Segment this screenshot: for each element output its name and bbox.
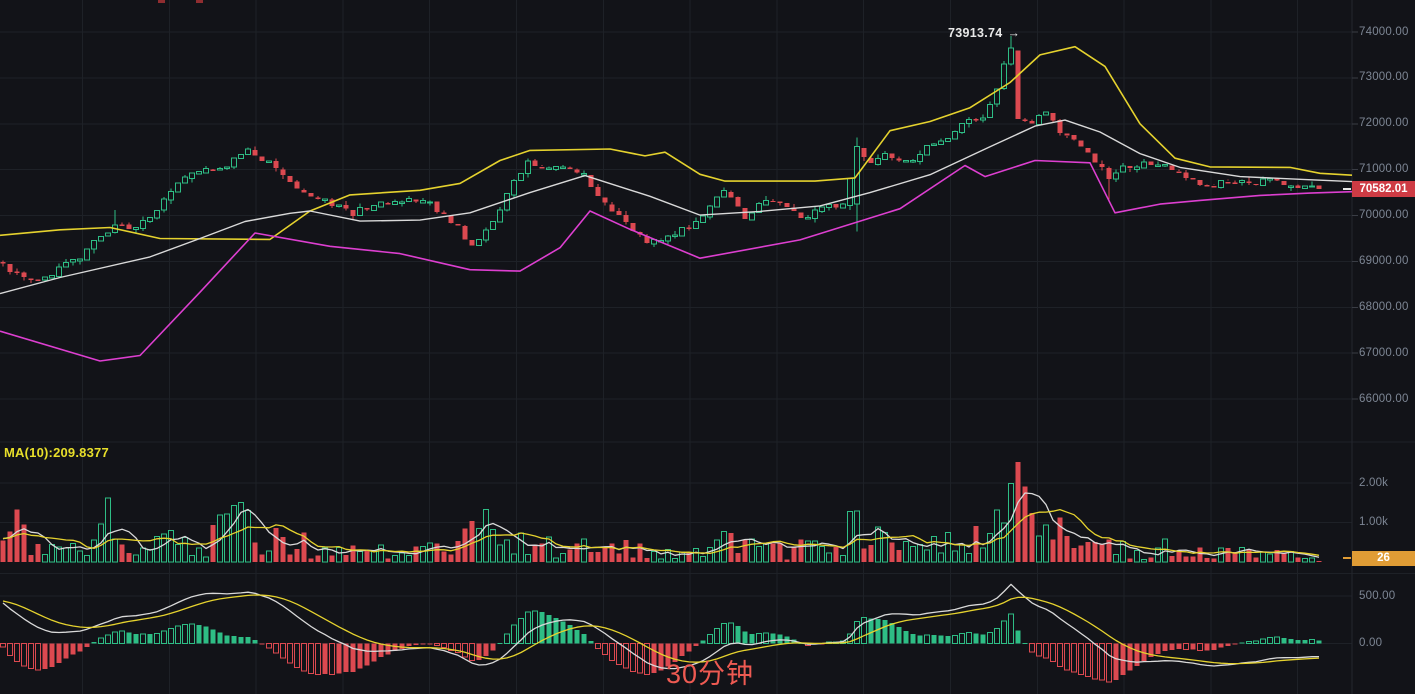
last-price-tick [1343, 188, 1351, 190]
last-volume-tick [1343, 557, 1351, 559]
macd-tick-label: 500.00 [1359, 589, 1396, 602]
volume-tick-label: 1.00k [1359, 516, 1389, 528]
last-volume-badge: 26 [1352, 551, 1415, 566]
clipped-text-fragment [196, 0, 203, 3]
price-tick-label: 69000.00 [1359, 254, 1409, 267]
price-tick-label: 66000.00 [1359, 392, 1409, 405]
high-price-value: 73913.74 [948, 26, 1003, 40]
macd-series[interactable] [0, 583, 1322, 683]
price-tick-label: 67000.00 [1359, 346, 1409, 359]
volume-ma-label: MA(10):209.8377 [4, 445, 109, 460]
macd-tick-label: 0.00 [1359, 636, 1383, 649]
price-tick-label: 72000.00 [1359, 117, 1409, 130]
volume-tick-label: 2.00k [1359, 476, 1389, 489]
timeframe-toast: 30分钟 [666, 659, 755, 689]
volume-series[interactable] [0, 462, 1322, 563]
right-arrow-icon: → [1007, 26, 1021, 40]
last-price-badge: 70582.01 [1352, 181, 1415, 197]
price-tick-label: 70000.00 [1359, 209, 1409, 222]
price-tick-label: 71000.00 [1359, 163, 1409, 176]
candlestick-series[interactable] [0, 35, 1352, 362]
price-tick-label: 68000.00 [1359, 300, 1409, 313]
clipped-text-fragment [158, 0, 165, 3]
high-price-annotation: 73913.74 → [948, 26, 1020, 40]
price-tick-label: 74000.00 [1359, 25, 1409, 38]
price-tick-label: 73000.00 [1359, 71, 1409, 84]
